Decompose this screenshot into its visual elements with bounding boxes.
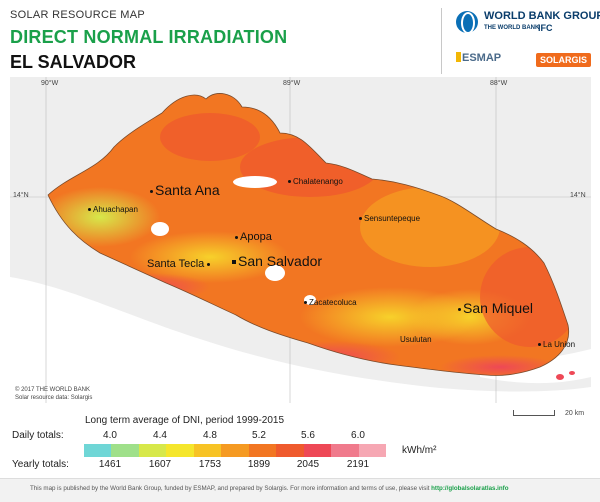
esmap-name: ESMAP xyxy=(462,52,502,64)
city-marker xyxy=(288,180,291,184)
yearly-tick: 1753 xyxy=(198,459,222,470)
city-label: Santa Tecla xyxy=(147,258,205,270)
city-marker xyxy=(235,235,238,239)
yearly-totals-label: Yearly totals: xyxy=(12,459,69,470)
grid-label-90w: 90°W xyxy=(41,80,59,87)
city-santa-tecla: Santa Tecla xyxy=(147,258,212,270)
world-bank-name: WORLD BANK GROUP xyxy=(484,10,600,22)
city-ahuachapan: Ahuachapan xyxy=(88,205,138,214)
legend-swatch xyxy=(193,444,222,457)
daily-tick: 6.0 xyxy=(351,430,365,441)
map-frame: 90°W 89°W 88°W 14°N 14°N Santa Ana Chala… xyxy=(10,77,591,403)
city-marker xyxy=(538,343,541,347)
city-zacatecoluca: Zacatecoluca xyxy=(304,298,357,307)
daily-tick: 4.8 xyxy=(203,430,217,441)
esmap-mark-icon xyxy=(456,52,461,62)
capital-marker xyxy=(232,260,236,265)
legend-swatch xyxy=(84,444,112,457)
city-sensuntepeque: Sensuntepeque xyxy=(359,214,420,223)
dni-map xyxy=(10,77,591,403)
city-marker xyxy=(304,301,307,305)
data-source-line: Solar resource data: Solargis xyxy=(15,395,93,401)
city-marker xyxy=(458,307,461,311)
legend-color-ramp xyxy=(84,444,386,457)
grid-label-14n-left: 14°N xyxy=(13,192,29,199)
country-name: EL SALVADOR xyxy=(10,52,137,72)
city-marker xyxy=(359,217,362,221)
footer: This map is published by the World Bank … xyxy=(0,478,600,502)
header-divider xyxy=(441,8,442,74)
legend-swatch xyxy=(331,444,359,457)
daily-tick: 5.6 xyxy=(301,430,315,441)
map-title: DIRECT NORMAL IRRADIATION xyxy=(10,27,288,47)
grid-label-89w: 89°W xyxy=(283,80,301,87)
grid-label-14n-right: 14°N xyxy=(570,192,586,199)
copyright-line: © 2017 THE WORLD BANK xyxy=(15,387,90,393)
city-san-salvador: San Salvador xyxy=(232,253,322,269)
city-label: Usulutan xyxy=(400,335,432,344)
legend-swatch xyxy=(276,444,304,457)
city-label: Apopa xyxy=(240,231,272,243)
city-label: Chalatenango xyxy=(293,177,343,186)
map-copyright: © 2017 THE WORLD BANK Solar resource dat… xyxy=(15,386,92,402)
city-san-miquel: San Miquel xyxy=(458,300,533,316)
legend-swatch xyxy=(138,444,167,457)
legend-swatch xyxy=(111,444,139,457)
city-usulutan: Usulutan xyxy=(400,335,432,344)
city-santa-ana: Santa Ana xyxy=(150,182,220,198)
daily-tick: 4.4 xyxy=(153,430,167,441)
legend-unit: kWh/m² xyxy=(402,445,437,456)
daily-totals-label: Daily totals: xyxy=(12,430,64,441)
daily-tick: 4.0 xyxy=(103,430,117,441)
city-label: Ahuachapan xyxy=(93,205,138,214)
header-kicker: SOLAR RESOURCE MAP xyxy=(10,9,145,21)
city-label: La Union xyxy=(543,340,576,349)
city-marker xyxy=(88,208,91,212)
globe-icon xyxy=(456,11,478,34)
yearly-tick: 2191 xyxy=(346,459,370,470)
yearly-tick: 1607 xyxy=(148,459,172,470)
legend-caption: Long term average of DNI, period 1999-20… xyxy=(85,415,285,426)
footer-note: This map is published by the World Bank … xyxy=(30,485,430,492)
ifc-name: IFC xyxy=(538,23,553,33)
city-label: Sensuntepeque xyxy=(364,214,421,223)
country-border xyxy=(47,93,570,376)
city-apopa: Apopa xyxy=(235,231,272,243)
daily-tick: 5.2 xyxy=(252,430,266,441)
legend-swatch xyxy=(248,444,277,457)
city-label: Santa Ana xyxy=(155,182,220,198)
atlas-link[interactable]: http://globalsolaratlas.info xyxy=(431,485,509,492)
scale-bar xyxy=(513,410,555,416)
city-label: San Miquel xyxy=(463,300,534,316)
legend-swatch xyxy=(358,444,386,457)
city-marker xyxy=(207,262,211,266)
city-la-union: La Union xyxy=(538,340,575,349)
scale-label: 20 km xyxy=(565,410,585,417)
footer-text: This map is published by the World Bank … xyxy=(30,485,509,492)
legend-swatch xyxy=(303,444,332,457)
esmap-logo: ESMAP xyxy=(456,52,501,64)
legend-swatch xyxy=(166,444,194,457)
grid-label-88w: 88°W xyxy=(490,80,508,87)
world-bank-logo: WORLD BANK GROUP THE WORLD BANK IFC xyxy=(456,9,600,43)
gulf-islands xyxy=(556,371,575,380)
yearly-tick: 1461 xyxy=(98,459,122,470)
city-chalatenango: Chalatenango xyxy=(288,177,343,186)
world-bank-subname: THE WORLD BANK xyxy=(484,25,540,31)
solargis-logo: SOLARGIS xyxy=(536,53,592,67)
yearly-tick: 2045 xyxy=(296,459,320,470)
city-marker xyxy=(150,189,153,193)
legend-swatch xyxy=(221,444,249,457)
city-label: San Salvador xyxy=(238,253,323,269)
city-label: Zacatecoluca xyxy=(309,298,357,307)
yearly-tick: 1899 xyxy=(247,459,271,470)
